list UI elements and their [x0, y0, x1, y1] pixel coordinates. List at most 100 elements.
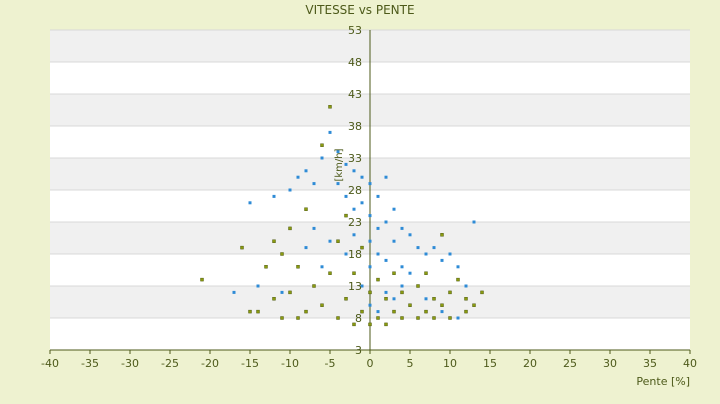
data-point — [440, 303, 444, 307]
data-point — [376, 316, 380, 320]
data-point — [360, 175, 364, 179]
data-point — [328, 105, 332, 109]
data-point — [392, 207, 396, 211]
data-point — [272, 194, 276, 198]
data-point — [424, 309, 428, 314]
data-point — [368, 265, 372, 269]
y-tick-label: 43 — [348, 88, 362, 101]
data-point — [448, 316, 452, 320]
x-tick-label: 25 — [563, 357, 577, 370]
y-tick-label: 8 — [355, 312, 362, 325]
data-point — [408, 271, 412, 275]
data-point — [328, 271, 332, 275]
data-point — [384, 220, 388, 224]
data-point — [400, 265, 404, 269]
data-point — [448, 252, 452, 256]
data-point — [384, 290, 388, 294]
data-point — [352, 233, 356, 237]
y-tick-label: 33 — [348, 152, 362, 165]
data-point — [432, 297, 436, 301]
data-point — [304, 246, 308, 250]
data-point — [424, 297, 428, 301]
data-point — [416, 284, 420, 288]
data-point — [408, 233, 412, 237]
data-point — [432, 316, 436, 320]
data-point — [312, 182, 316, 186]
data-point — [432, 246, 436, 250]
x-tick-label: -30 — [121, 357, 139, 370]
data-point — [408, 303, 412, 307]
x-tick-label: 5 — [407, 357, 414, 370]
data-point — [248, 309, 252, 314]
data-point — [200, 277, 204, 282]
data-point — [320, 303, 324, 307]
data-point — [464, 297, 468, 301]
data-point — [288, 226, 292, 231]
data-point — [344, 194, 348, 198]
data-point — [320, 265, 324, 269]
y-tick-label: 38 — [348, 120, 362, 133]
data-point — [376, 194, 380, 198]
data-point — [392, 297, 396, 301]
data-point — [272, 297, 276, 301]
x-tick-label: 10 — [443, 357, 457, 370]
data-point — [304, 309, 308, 314]
data-point — [472, 303, 476, 307]
data-point — [272, 239, 276, 243]
chart-title: VITESSE vs PENTE — [305, 3, 414, 17]
y-tick-label: 28 — [348, 184, 362, 197]
data-point — [264, 265, 268, 269]
data-point — [328, 130, 332, 134]
data-point — [320, 156, 324, 160]
x-axis-label: Pente [%] — [636, 375, 690, 388]
data-point — [360, 245, 364, 250]
data-point — [400, 226, 404, 230]
data-point — [336, 316, 340, 320]
y-tick-label: 48 — [348, 56, 362, 69]
data-point — [360, 309, 364, 314]
data-point — [344, 162, 348, 166]
data-point — [328, 239, 332, 243]
data-point — [376, 252, 380, 256]
data-point — [352, 322, 356, 327]
x-tick-label: -20 — [201, 357, 219, 370]
data-point — [464, 309, 468, 314]
data-point — [368, 322, 372, 327]
data-point — [280, 252, 284, 256]
data-point — [384, 322, 388, 327]
data-point — [440, 258, 444, 262]
data-point — [392, 309, 396, 314]
data-point — [360, 284, 364, 288]
data-point — [440, 233, 444, 237]
data-point — [352, 207, 356, 211]
data-point — [368, 182, 372, 186]
data-point — [336, 150, 340, 154]
data-point — [304, 207, 308, 211]
y-tick-label: 23 — [348, 216, 362, 229]
data-point — [296, 175, 300, 179]
data-point — [448, 290, 452, 295]
data-point — [288, 290, 292, 295]
data-point — [416, 316, 420, 320]
data-point — [312, 284, 316, 288]
data-point — [344, 297, 348, 301]
data-point — [456, 277, 460, 282]
data-point — [472, 220, 476, 224]
data-point — [392, 239, 396, 243]
data-point — [360, 201, 364, 205]
data-point — [296, 265, 300, 269]
x-tick-label: 40 — [683, 357, 697, 370]
data-point — [376, 277, 380, 282]
data-point — [352, 271, 356, 275]
data-point — [416, 246, 420, 250]
data-point — [368, 214, 372, 218]
data-point — [240, 245, 244, 250]
data-point — [400, 316, 404, 320]
data-point — [424, 271, 428, 275]
data-point — [384, 258, 388, 262]
x-tick-label: 30 — [603, 357, 617, 370]
x-tick-label: -25 — [161, 357, 179, 370]
data-point — [336, 182, 340, 186]
